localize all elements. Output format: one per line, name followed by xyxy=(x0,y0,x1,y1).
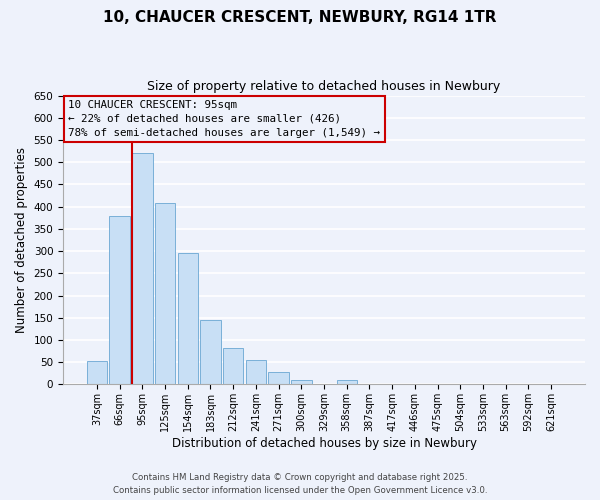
Bar xyxy=(291,380,311,384)
Bar xyxy=(223,348,244,385)
Text: 10, CHAUCER CRESCENT, NEWBURY, RG14 1TR: 10, CHAUCER CRESCENT, NEWBURY, RG14 1TR xyxy=(103,10,497,25)
Bar xyxy=(87,362,107,384)
Bar xyxy=(337,380,357,384)
Title: Size of property relative to detached houses in Newbury: Size of property relative to detached ho… xyxy=(148,80,500,93)
Bar xyxy=(109,216,130,384)
Bar xyxy=(132,153,152,384)
Bar xyxy=(200,320,221,384)
Y-axis label: Number of detached properties: Number of detached properties xyxy=(15,147,28,333)
Bar xyxy=(268,372,289,384)
X-axis label: Distribution of detached houses by size in Newbury: Distribution of detached houses by size … xyxy=(172,437,476,450)
Bar xyxy=(178,253,198,384)
Bar xyxy=(155,203,175,384)
Text: 10 CHAUCER CRESCENT: 95sqm
← 22% of detached houses are smaller (426)
78% of sem: 10 CHAUCER CRESCENT: 95sqm ← 22% of deta… xyxy=(68,100,380,138)
Text: Contains HM Land Registry data © Crown copyright and database right 2025.
Contai: Contains HM Land Registry data © Crown c… xyxy=(113,474,487,495)
Bar xyxy=(245,360,266,384)
